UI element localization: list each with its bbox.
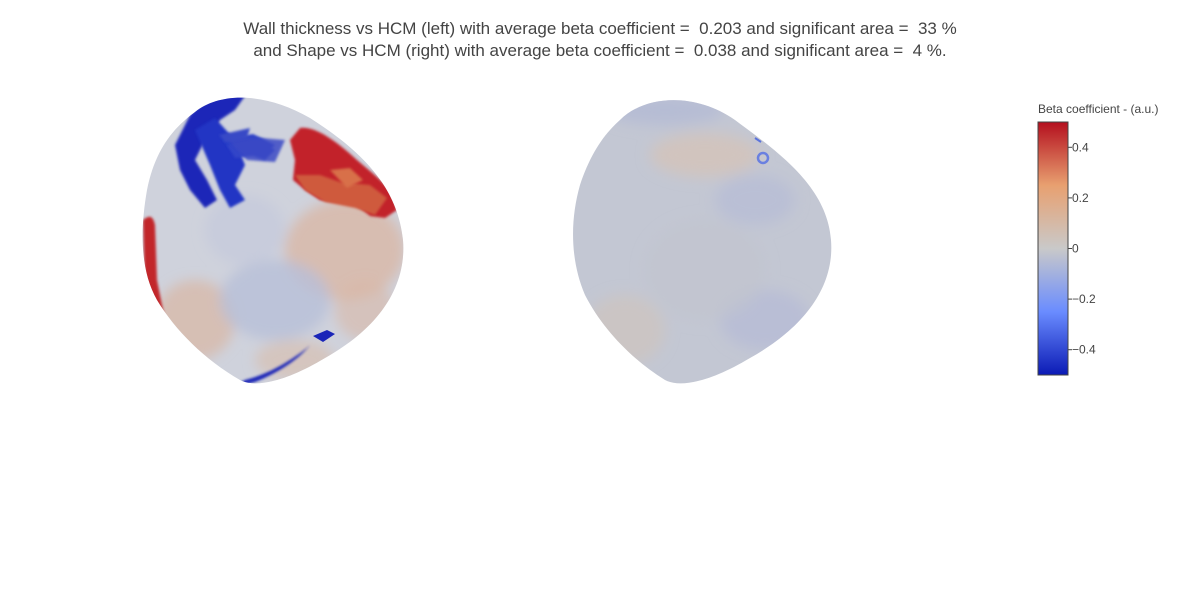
colorbar-tick-label: 0 xyxy=(1072,242,1079,256)
colorbar-tick-label: −0.2 xyxy=(1072,292,1096,306)
wall-thickness-blue-region xyxy=(175,97,245,208)
colorbar-tick-label: −0.4 xyxy=(1072,343,1096,357)
colorbar-gradient xyxy=(1037,121,1069,376)
shape-soft-field xyxy=(585,100,810,365)
shape-small-mark xyxy=(754,137,762,143)
colorbar: 0.4 0.2 0 −0.2 −0.4 xyxy=(1037,121,1096,376)
shape-small-ring xyxy=(756,151,770,165)
shape-mesh[interactable] xyxy=(565,90,845,390)
chart-title: Wall thickness vs HCM (left) with averag… xyxy=(0,18,1200,62)
colorbar-tick-label: 0.4 xyxy=(1072,140,1089,154)
title-line-2: and Shape vs HCM (right) with average be… xyxy=(253,41,947,60)
wall-thickness-blue-patch xyxy=(313,330,335,342)
wall-thickness-mesh[interactable] xyxy=(135,90,415,390)
title-line-1: Wall thickness vs HCM (left) with averag… xyxy=(243,19,957,38)
colorbar-title: Beta coefficient - (a.u.) xyxy=(1038,102,1159,116)
colorbar-tick-label: 0.2 xyxy=(1072,191,1089,205)
